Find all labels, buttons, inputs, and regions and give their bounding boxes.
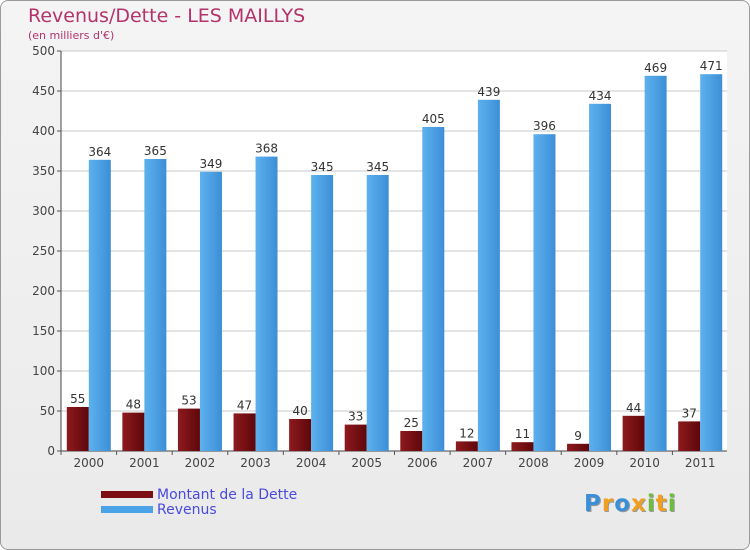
data-label-dette: 37 bbox=[682, 406, 697, 420]
bar-dette bbox=[344, 424, 367, 451]
chart-title: Revenus/Dette - LES MAILLYS bbox=[28, 5, 306, 27]
bar-revenus bbox=[144, 159, 167, 451]
bar-dette bbox=[455, 441, 478, 451]
x-tick-label: 2001 bbox=[129, 456, 160, 470]
data-label-revenus: 405 bbox=[422, 112, 445, 126]
legend-swatch-revenus bbox=[101, 506, 153, 513]
x-tick-label: 2011 bbox=[685, 456, 716, 470]
logo-letter: o bbox=[614, 491, 632, 517]
data-label-revenus: 365 bbox=[144, 144, 167, 158]
bar-revenus bbox=[88, 159, 111, 452]
y-tick-label: 350 bbox=[32, 164, 55, 178]
data-label-revenus: 396 bbox=[533, 119, 556, 133]
x-tick-label: 2007 bbox=[463, 456, 494, 470]
data-label-revenus: 345 bbox=[366, 160, 389, 174]
data-label-revenus: 471 bbox=[700, 59, 723, 73]
bar-revenus bbox=[255, 156, 278, 451]
logo-letter: t bbox=[655, 491, 668, 517]
x-tick-label: 2004 bbox=[296, 456, 327, 470]
proxiti-logo: Proxiti bbox=[584, 491, 677, 517]
x-tick-label: 2008 bbox=[518, 456, 549, 470]
data-label-revenus: 434 bbox=[589, 89, 612, 103]
legend: Montant de la Dette Revenus bbox=[101, 486, 298, 518]
y-tick-label: 300 bbox=[32, 204, 55, 218]
bar-dette bbox=[177, 408, 200, 451]
logo-letter: x bbox=[631, 491, 647, 517]
data-label-dette: 53 bbox=[181, 394, 196, 408]
bar-revenus bbox=[477, 99, 500, 452]
data-label-dette: 40 bbox=[292, 404, 307, 418]
legend-label-dette: Montant de la Dette bbox=[157, 486, 298, 503]
bar-dette bbox=[122, 412, 145, 451]
data-label-dette: 11 bbox=[515, 427, 530, 441]
bar-dette bbox=[511, 442, 534, 451]
legend-item-revenus: Revenus bbox=[101, 501, 297, 518]
bar-revenus bbox=[700, 74, 723, 451]
x-tick-label: 2002 bbox=[185, 456, 216, 470]
y-tick-label: 500 bbox=[32, 44, 55, 58]
y-tick-label: 250 bbox=[32, 244, 55, 258]
logo-letter: r bbox=[601, 491, 615, 517]
data-label-dette: 9 bbox=[574, 429, 582, 443]
bar-dette bbox=[400, 431, 423, 451]
bar-revenus bbox=[311, 175, 334, 451]
data-label-revenus: 368 bbox=[255, 142, 278, 156]
x-tick-label: 2005 bbox=[351, 456, 382, 470]
y-tick-label: 150 bbox=[32, 324, 55, 338]
bar-revenus bbox=[422, 127, 445, 451]
bar-dette bbox=[678, 421, 701, 451]
data-label-dette: 44 bbox=[626, 401, 641, 415]
chart-subtitle: (en milliers d'€) bbox=[28, 29, 115, 42]
bar-dette bbox=[289, 419, 312, 451]
data-label-dette: 25 bbox=[404, 416, 419, 430]
y-tick-label: 450 bbox=[32, 84, 55, 98]
y-tick-label: 100 bbox=[32, 364, 55, 378]
data-label-revenus: 439 bbox=[477, 85, 500, 99]
bar-revenus bbox=[644, 75, 667, 452]
data-label-dette: 55 bbox=[70, 392, 85, 406]
data-label-revenus: 364 bbox=[88, 145, 111, 159]
x-tick-label: 2006 bbox=[407, 456, 438, 470]
x-tick-label: 2010 bbox=[629, 456, 660, 470]
data-label-dette: 47 bbox=[237, 398, 252, 412]
data-label-dette: 48 bbox=[126, 398, 141, 412]
data-label-revenus: 345 bbox=[311, 160, 334, 174]
logo-letter: i bbox=[667, 491, 677, 517]
logo-letter: i bbox=[646, 491, 656, 517]
data-label-revenus: 349 bbox=[200, 157, 223, 171]
bar-revenus bbox=[366, 175, 389, 451]
logo-letter: P bbox=[584, 491, 602, 517]
legend-item-dette: Montant de la Dette bbox=[101, 486, 298, 503]
legend-label-revenus: Revenus bbox=[157, 501, 217, 518]
bar-revenus bbox=[199, 171, 222, 452]
y-tick-label: 50 bbox=[40, 404, 55, 418]
legend-swatch-dette bbox=[101, 491, 153, 498]
y-tick-label: 200 bbox=[32, 284, 55, 298]
y-tick-label: 400 bbox=[32, 124, 55, 138]
data-label-revenus: 469 bbox=[644, 61, 667, 75]
bar-dette bbox=[66, 407, 89, 451]
bar-revenus bbox=[533, 134, 556, 451]
bar-revenus bbox=[589, 103, 612, 452]
bar-dette bbox=[233, 413, 256, 451]
data-label-dette: 33 bbox=[348, 410, 363, 424]
x-tick-label: 2009 bbox=[574, 456, 605, 470]
data-label-dette: 12 bbox=[459, 426, 474, 440]
x-tick-label: 2000 bbox=[74, 456, 105, 470]
bar-dette bbox=[622, 415, 645, 451]
y-tick-label: 0 bbox=[47, 444, 55, 458]
x-tick-label: 2003 bbox=[240, 456, 271, 470]
bar-dette bbox=[567, 443, 590, 451]
